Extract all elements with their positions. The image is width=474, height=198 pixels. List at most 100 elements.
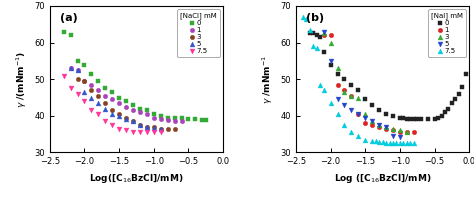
0: [82, 63, 87, 66]
Y-axis label: $\gamma$ /mNm$^{-1}$: $\gamma$ /mNm$^{-1}$: [261, 55, 275, 104]
3: [158, 128, 164, 130]
Line: 1: 1: [68, 66, 184, 124]
7.5: [82, 100, 87, 102]
0: [137, 107, 143, 110]
3: [75, 78, 81, 80]
0: [342, 78, 347, 80]
1: [404, 131, 410, 133]
1: [348, 94, 354, 97]
5: [369, 120, 375, 123]
1: [390, 129, 396, 132]
5: [109, 113, 115, 115]
Legend: 0, 1, 3, 5, 7.5: 0, 1, 3, 5, 7.5: [428, 10, 466, 57]
0: [383, 113, 389, 115]
0: [116, 96, 122, 99]
3: [95, 94, 101, 97]
5: [75, 69, 81, 71]
7.5: [95, 113, 101, 115]
7.5: [408, 142, 413, 145]
3: [363, 113, 368, 115]
0: [432, 118, 438, 120]
7.5: [300, 16, 306, 18]
1: [335, 84, 340, 86]
1: [82, 80, 87, 82]
0: [75, 60, 81, 62]
0: [348, 84, 354, 86]
0: [363, 98, 368, 101]
7.5: [356, 135, 361, 137]
5: [89, 96, 94, 99]
0: [109, 91, 115, 93]
1: [411, 131, 417, 133]
7.5: [89, 109, 94, 111]
7.5: [321, 89, 327, 91]
1: [363, 122, 368, 124]
0: [453, 98, 458, 101]
7.5: [102, 120, 108, 123]
0: [414, 118, 420, 121]
1: [116, 102, 122, 104]
0: [307, 32, 313, 35]
7.5: [348, 131, 354, 133]
7.5: [116, 128, 122, 130]
3: [383, 126, 389, 128]
1: [342, 89, 347, 91]
5: [328, 60, 333, 62]
7.5: [404, 142, 410, 145]
0: [144, 109, 150, 111]
5: [130, 120, 136, 123]
1: [397, 131, 403, 133]
7.5: [68, 87, 73, 89]
7.5: [397, 142, 403, 145]
7.5: [158, 131, 164, 133]
5: [116, 115, 122, 117]
0: [192, 118, 198, 121]
7.5: [390, 142, 396, 145]
Text: (b): (b): [306, 13, 324, 23]
Line: 0: 0: [308, 31, 468, 122]
3: [102, 102, 108, 104]
Line: 7.5: 7.5: [301, 14, 416, 146]
0: [165, 116, 171, 119]
1: [123, 106, 129, 108]
0: [425, 118, 430, 121]
0: [130, 104, 136, 106]
0: [328, 63, 333, 66]
0: [172, 116, 177, 119]
3: [151, 126, 156, 128]
1: [376, 126, 382, 128]
Line: 3: 3: [75, 77, 177, 131]
Line: 1: 1: [321, 33, 416, 134]
Line: 5: 5: [321, 29, 402, 140]
0: [459, 85, 465, 88]
5: [397, 136, 403, 138]
0: [186, 118, 191, 121]
0: [446, 107, 451, 110]
0: [449, 102, 455, 104]
1: [321, 34, 327, 36]
7.5: [363, 138, 368, 141]
0: [123, 100, 129, 102]
3: [342, 91, 347, 93]
7.5: [401, 142, 406, 145]
5: [356, 113, 361, 115]
5: [68, 67, 73, 69]
7.5: [314, 47, 319, 49]
5: [342, 104, 347, 106]
3: [321, 32, 327, 35]
1: [75, 69, 81, 71]
7.5: [151, 131, 156, 133]
0: [68, 34, 73, 36]
5: [123, 118, 129, 121]
3: [123, 116, 129, 119]
5: [390, 135, 396, 137]
Line: 3: 3: [321, 31, 409, 135]
7.5: [310, 45, 316, 47]
0: [158, 115, 164, 117]
7.5: [387, 142, 392, 145]
5: [383, 126, 389, 128]
3: [397, 129, 403, 132]
X-axis label: Log ([C$_{16}$BzCl]/mM): Log ([C$_{16}$BzCl]/mM): [334, 172, 431, 185]
7.5: [130, 131, 136, 133]
3: [89, 89, 94, 91]
